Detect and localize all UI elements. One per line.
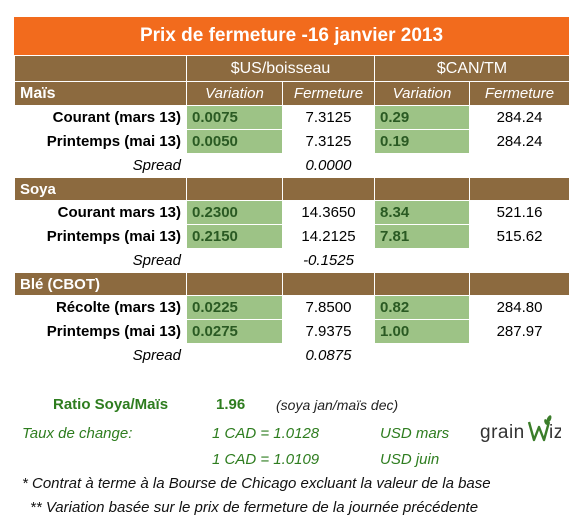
price-table: $US/boisseau $CAN/TM Maïs Variation Ferm…	[14, 55, 571, 368]
spread-label: Spread	[14, 248, 187, 273]
exchange-rate-2: 1 CAD = 1.0109	[212, 451, 320, 468]
us-variation-cell: 0.0050	[186, 129, 283, 154]
ratio-label: Ratio Soya/Maïs	[53, 396, 169, 413]
can-close-cell: 287.97	[468, 319, 571, 344]
section-header-row: Blé (CBOT)	[14, 272, 571, 296]
header-row-groups: $US/boisseau $CAN/TM	[14, 55, 571, 82]
exchange-rate-1-label: USD mars	[380, 425, 450, 442]
empty-cell	[186, 177, 283, 201]
can-variation-cell: 7.81	[374, 224, 470, 249]
can-close-cell: 521.16	[468, 200, 571, 225]
can-variation-cell: 0.19	[374, 129, 470, 154]
contract-label: Printemps (mai 13)	[14, 129, 187, 154]
wheat-w-icon	[527, 415, 552, 442]
footnote-variation: ** Variation basée sur le prix de fermet…	[30, 499, 479, 516]
spread-label: Spread	[14, 153, 187, 178]
header-can-group: $CAN/TM	[373, 55, 571, 82]
empty-cell	[468, 272, 571, 296]
empty-cell	[374, 343, 470, 368]
section-header-row: Soya	[14, 177, 571, 201]
can-variation-cell: 0.29	[374, 105, 470, 130]
empty-cell	[186, 343, 283, 368]
empty-cell	[468, 343, 571, 368]
empty-cell	[468, 248, 571, 273]
spread-label: Spread	[14, 343, 187, 368]
can-close-cell: 284.24	[468, 129, 571, 154]
spread-row: Spread -0.1525	[14, 248, 571, 273]
logo-text-right: iz	[549, 422, 561, 443]
footnote-contract: * Contrat à terme à la Bourse de Chicago…	[22, 475, 491, 492]
us-close-cell: 14.2125	[282, 224, 375, 249]
can-close-cell: 515.62	[468, 224, 571, 249]
us-close-cell: 14.3650	[282, 200, 375, 225]
spread-row: Spread 0.0000	[14, 153, 571, 178]
us-variation-cell: 0.0075	[186, 105, 283, 130]
empty-cell	[468, 177, 571, 201]
table-row: Printemps (mai 13) 0.2150 14.2125 7.81 5…	[14, 224, 571, 249]
empty-cell	[468, 153, 571, 178]
logo-text-left: grain	[480, 422, 525, 443]
us-variation-cell: 0.2150	[186, 224, 283, 249]
header-row-columns: Maïs Variation Fermeture Variation Ferme…	[14, 81, 571, 106]
section-label: Soya	[14, 177, 187, 201]
header-can-fermeture: Fermeture	[468, 81, 571, 106]
spread-value: 0.0875	[282, 343, 375, 368]
us-close-cell: 7.9375	[282, 319, 375, 344]
contract-label: Printemps (mai 13)	[14, 319, 187, 344]
empty-cell	[186, 272, 283, 296]
header-us-fermeture: Fermeture	[282, 81, 375, 106]
ratio-value: 1.96	[216, 396, 246, 413]
spread-row: Spread 0.0875	[14, 343, 571, 368]
us-close-cell: 7.3125	[282, 129, 375, 154]
us-close-cell: 7.8500	[282, 295, 375, 320]
price-report: Prix de fermeture -16 janvier 2013 $US/b…	[14, 17, 571, 368]
header-us-variation: Variation	[186, 81, 283, 106]
contract-label: Courant mars 13)	[14, 200, 187, 225]
empty-cell	[186, 153, 283, 178]
grainwiz-logo: grain iz	[480, 415, 561, 443]
table-row: Printemps (mai 13) 0.0050 7.3125 0.19 28…	[14, 129, 571, 154]
empty-cell	[374, 248, 470, 273]
table-row: Courant mars 13) 0.2300 14.3650 8.34 521…	[14, 200, 571, 225]
empty-cell	[374, 177, 470, 201]
empty-cell	[374, 272, 470, 296]
can-variation-cell: 1.00	[374, 319, 470, 344]
empty-cell	[374, 153, 470, 178]
us-variation-cell: 0.2300	[186, 200, 283, 225]
table-row: Récolte (mars 13) 0.0225 7.8500 0.82 284…	[14, 295, 571, 320]
can-close-cell: 284.80	[468, 295, 571, 320]
contract-label: Courant (mars 13)	[14, 105, 187, 130]
table-row: Courant (mars 13) 0.0075 7.3125 0.29 284…	[14, 105, 571, 130]
section-label: Maïs	[14, 81, 187, 106]
can-close-cell: 284.24	[468, 105, 571, 130]
exchange-label: Taux de change:	[22, 425, 133, 442]
contract-label: Printemps (mai 13)	[14, 224, 187, 249]
report-title: Prix de fermeture -16 janvier 2013	[14, 17, 569, 55]
us-variation-cell: 0.0275	[186, 319, 283, 344]
can-variation-cell: 8.34	[374, 200, 470, 225]
spread-value: -0.1525	[282, 248, 375, 273]
us-close-cell: 7.3125	[282, 105, 375, 130]
table-row: Printemps (mai 13) 0.0275 7.9375 1.00 28…	[14, 319, 571, 344]
header-empty-cell	[14, 55, 187, 82]
section-label: Blé (CBOT)	[14, 272, 187, 296]
spread-value: 0.0000	[282, 153, 375, 178]
can-variation-cell: 0.82	[374, 295, 470, 320]
header-can-variation: Variation	[374, 81, 470, 106]
empty-cell	[186, 248, 283, 273]
exchange-rate-2-label: USD juin	[380, 451, 440, 468]
ratio-note: (soya jan/maïs dec)	[276, 397, 399, 413]
exchange-rate-1: 1 CAD = 1.0128	[212, 425, 320, 442]
empty-cell	[282, 272, 375, 296]
empty-cell	[282, 177, 375, 201]
header-us-group: $US/boisseau	[186, 55, 375, 82]
contract-label: Récolte (mars 13)	[14, 295, 187, 320]
us-variation-cell: 0.0225	[186, 295, 283, 320]
